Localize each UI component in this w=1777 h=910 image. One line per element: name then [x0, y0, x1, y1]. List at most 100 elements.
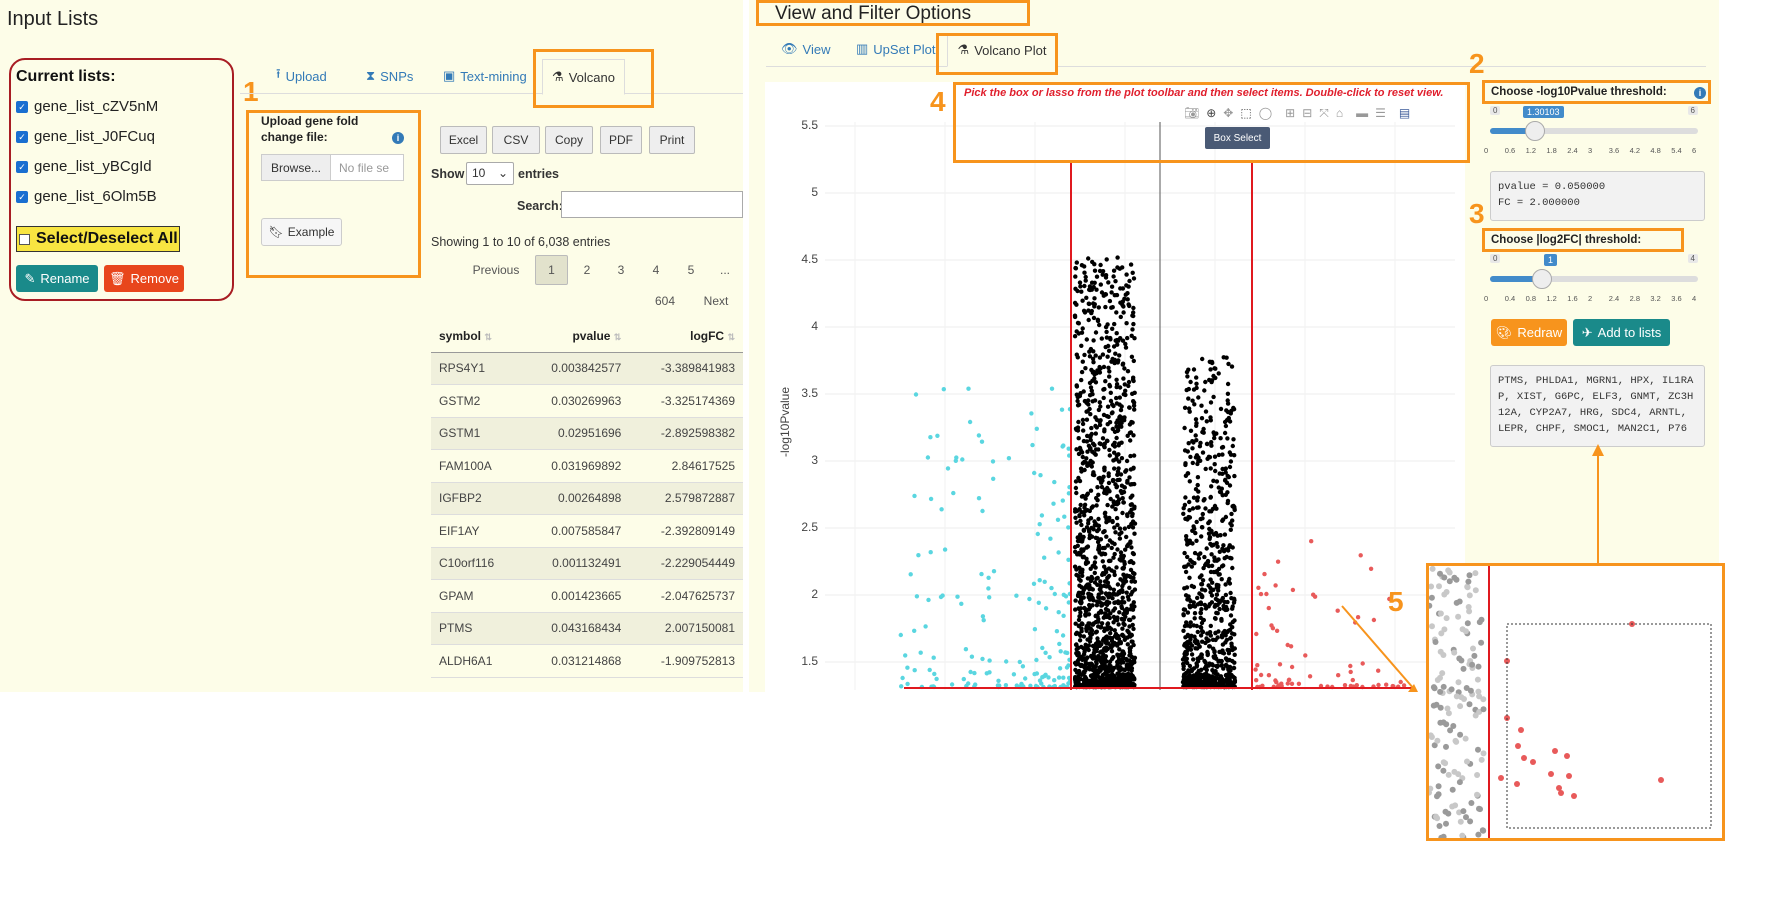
data-point: [1277, 662, 1283, 667]
data-point: [1057, 666, 1063, 671]
checkbox-checked-icon[interactable]: ✓: [16, 190, 28, 203]
csv-button[interactable]: CSV: [492, 126, 540, 154]
copy-button[interactable]: Copy: [545, 126, 593, 154]
table-row[interactable]: GSTM1 0.02951696 -2.892598382: [431, 417, 743, 450]
browse-button[interactable]: Browse...: [262, 155, 331, 180]
data-point: [1096, 407, 1102, 413]
table-row[interactable]: C10orf116 0.001132491 -2.229054449: [431, 547, 743, 580]
page-1-button[interactable]: 1: [535, 255, 568, 285]
data-point: [1103, 510, 1108, 515]
table-row[interactable]: PTMS 0.043168434 2.007150081: [431, 612, 743, 645]
page-4-button[interactable]: 4: [652, 263, 660, 277]
data-point: [1066, 446, 1071, 451]
redraw-label: Redraw: [1517, 325, 1563, 340]
slider-handle[interactable]: [1525, 121, 1546, 141]
previous-button[interactable]: Previous: [472, 263, 520, 277]
data-point: [1085, 463, 1090, 468]
table-row[interactable]: GSTM2 0.030269963 -3.325174369: [431, 384, 743, 418]
data-point: [1228, 635, 1234, 641]
spike-lines-icon[interactable]: ▬: [1356, 106, 1369, 120]
tab-text-mining[interactable]: ▣ Text-mining: [443, 61, 527, 91]
table-row[interactable]: IGFBP2 0.00264898 2.579872887: [431, 482, 743, 515]
list-item[interactable]: ✓ gene_list_6Olm5B: [16, 188, 157, 205]
slider-tick-label: 6: [1692, 146, 1697, 155]
list-item[interactable]: ✓ gene_list_cZV5nM: [16, 98, 158, 115]
tab-view[interactable]: 👁︎ View: [781, 34, 830, 64]
data-point: [1199, 534, 1204, 539]
info-icon[interactable]: i: [392, 132, 404, 144]
info-icon[interactable]: i: [1694, 87, 1706, 99]
fc-slider[interactable]: 0 4 1 0 0.4 0.8 1.2 1.6 2 2.4 2.8 3.2 3.6 4: [1484, 254, 1698, 306]
pvalue-slider[interactable]: 0 6 1.30103 0 0.6 1.2 1.8 2.4 3 3.6 4.2 4.8 5.4 6: [1484, 106, 1698, 158]
page-5-button[interactable]: 5: [687, 263, 695, 277]
compare-icon[interactable]: ☰: [1375, 106, 1386, 120]
data-point: [1098, 441, 1103, 447]
checkbox-icon[interactable]: [19, 233, 30, 245]
pan-icon[interactable]: ✥: [1223, 106, 1234, 120]
tab-upload[interactable]: ⭱ Upload: [276, 61, 327, 91]
page-2-button[interactable]: 2: [583, 263, 591, 277]
inset-point: [1464, 620, 1471, 627]
tab-volcano-plot[interactable]: ⚗ Volcano Plot: [947, 33, 1057, 67]
camera-icon[interactable]: 📷︎: [1184, 106, 1200, 120]
pdf-button[interactable]: PDF: [600, 126, 642, 154]
search-input[interactable]: [561, 191, 743, 218]
page-604-button[interactable]: 604: [654, 294, 676, 308]
data-point: [1194, 505, 1200, 510]
box-select-icon[interactable]: ⬚: [1240, 106, 1252, 120]
list-item[interactable]: ✓ gene_list_J0FCuq: [16, 128, 155, 145]
col-pvalue-header[interactable]: pvalue ⇅: [520, 320, 630, 353]
remove-button[interactable]: 🗑 Remove: [104, 265, 184, 292]
table-row[interactable]: EIF1AY 0.007585847 -2.392809149: [431, 514, 743, 548]
data-point: [1077, 565, 1082, 570]
table-row[interactable]: FAM100A 0.031969892 2.84617525: [431, 449, 743, 483]
data-point: [1262, 571, 1267, 577]
file-input[interactable]: Browse... No file se: [261, 154, 404, 181]
autoscale-icon[interactable]: ⤧: [1319, 106, 1329, 120]
checkbox-checked-icon[interactable]: ✓: [16, 130, 28, 143]
rename-button[interactable]: ✎ Rename: [16, 265, 98, 292]
zoom-in-icon[interactable]: ⊞: [1285, 106, 1296, 120]
data-point: [1132, 336, 1137, 341]
table-row[interactable]: ALDH6A1 0.031214868 -1.909752813: [431, 644, 743, 678]
volcano-plot-svg[interactable]: [765, 82, 1465, 692]
zoom-icon[interactable]: ⊕: [1206, 106, 1217, 120]
data-point: [1111, 620, 1116, 625]
checkbox-checked-icon[interactable]: ✓: [16, 160, 28, 173]
data-point: [1119, 605, 1125, 611]
inset-point: [1465, 578, 1472, 585]
entries-select[interactable]: 10 ⌄: [466, 162, 514, 185]
example-button[interactable]: 🔖︎ Example: [261, 218, 342, 246]
checkbox-checked-icon[interactable]: ✓: [16, 100, 28, 113]
data-point: [1212, 649, 1217, 655]
data-point: [1112, 572, 1117, 578]
data-point: [979, 439, 985, 444]
col-symbol-header[interactable]: symbol ⇅: [431, 320, 521, 353]
data-point: [1225, 500, 1230, 506]
data-point: [1095, 498, 1100, 503]
data-point: [1227, 544, 1232, 550]
reset-axes-icon[interactable]: ⌂: [1335, 106, 1344, 120]
page-3-button[interactable]: 3: [617, 263, 625, 277]
lasso-icon[interactable]: ◯: [1258, 106, 1273, 120]
inset-point: [1556, 785, 1562, 791]
select-all-toggle[interactable]: Select/Deselect All: [16, 226, 180, 252]
tab-upset-plot[interactable]: ▥ UpSet Plot: [856, 34, 935, 64]
plotly-logo-icon[interactable]: ▤: [1398, 106, 1411, 120]
slider-handle[interactable]: [1532, 269, 1552, 289]
data-point: [1132, 504, 1137, 509]
excel-button[interactable]: Excel: [440, 126, 487, 154]
next-button[interactable]: Next: [703, 294, 729, 308]
data-point: [1090, 603, 1095, 608]
zoom-out-icon[interactable]: ⊟: [1302, 106, 1313, 120]
table-row[interactable]: GPAM 0.001423665 -2.047625737: [431, 579, 743, 613]
data-point: [1182, 550, 1187, 556]
col-logfc-header[interactable]: logFC ⇅: [629, 320, 743, 353]
tab-snps[interactable]: ⧗ SNPs: [366, 61, 413, 91]
print-button[interactable]: Print: [649, 126, 695, 154]
table-row[interactable]: RPS4Y1 0.003842577 -3.389841983: [431, 352, 743, 385]
tab-volcano[interactable]: ⚗ Volcano: [542, 59, 625, 95]
add-to-lists-button[interactable]: ✈ Add to lists: [1573, 319, 1670, 346]
redraw-button[interactable]: 🎨︎ Redraw: [1491, 319, 1567, 346]
list-item[interactable]: ✓ gene_list_yBCgId: [16, 158, 152, 175]
